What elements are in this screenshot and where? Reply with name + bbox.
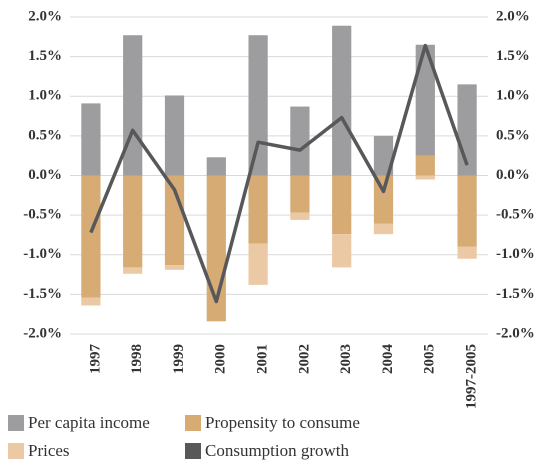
bar bbox=[415, 175, 435, 180]
x-tick-label: 2003 bbox=[338, 344, 354, 374]
x-tick-label: 1997-2005 bbox=[464, 344, 480, 409]
bar bbox=[415, 44, 435, 156]
x-tick-label: 2005 bbox=[422, 344, 438, 374]
x-tick-label: 1997 bbox=[87, 344, 103, 375]
legend-swatch bbox=[8, 443, 24, 459]
bar bbox=[206, 157, 226, 176]
y-tick-label: 0.0% bbox=[28, 167, 62, 183]
y2-tick-label: 1.0% bbox=[496, 88, 530, 104]
bar bbox=[123, 35, 143, 176]
bar bbox=[290, 175, 310, 213]
y2-tick-label: 2.0% bbox=[496, 8, 530, 24]
bar bbox=[248, 175, 268, 244]
bar bbox=[373, 175, 394, 224]
bar bbox=[332, 175, 352, 235]
bar bbox=[81, 103, 101, 176]
x-tick-label: 2004 bbox=[380, 344, 396, 375]
y2-tick-label: -2.0% bbox=[496, 325, 535, 341]
bar bbox=[164, 265, 185, 270]
bar bbox=[81, 297, 101, 306]
y-tick-label: 2.0% bbox=[28, 8, 62, 24]
legend-swatch bbox=[185, 415, 201, 431]
bar bbox=[164, 95, 185, 176]
y2-tick-label: -1.5% bbox=[496, 286, 535, 302]
y-tick-label: 1.5% bbox=[28, 48, 62, 64]
bar bbox=[290, 212, 310, 220]
bar bbox=[415, 155, 435, 176]
y-tick-label: 1.0% bbox=[28, 88, 62, 104]
legend-swatch bbox=[185, 443, 201, 459]
y2-tick-label: 1.5% bbox=[496, 48, 530, 64]
x-tick-label: 2002 bbox=[296, 344, 312, 374]
bar bbox=[123, 175, 143, 268]
y-tick-label: -2.0% bbox=[23, 325, 62, 341]
legend-swatch bbox=[8, 415, 24, 431]
bar bbox=[248, 243, 268, 285]
y-tick-label: -1.5% bbox=[23, 286, 62, 302]
line bbox=[89, 43, 469, 304]
legend-label: Per capita income bbox=[28, 413, 150, 432]
bar bbox=[373, 135, 394, 176]
y2-tick-label: 0.5% bbox=[496, 127, 530, 143]
bar bbox=[332, 25, 352, 176]
x-tick-label: 2001 bbox=[255, 344, 271, 374]
y-tick-label: -1.0% bbox=[23, 246, 62, 262]
y-tick-label: -0.5% bbox=[23, 207, 62, 223]
legend-label: Prices bbox=[28, 441, 70, 460]
y2-tick-label: 0.0% bbox=[496, 167, 530, 183]
bar bbox=[457, 246, 477, 259]
legend-label: Propensity to consume bbox=[205, 413, 360, 432]
bar bbox=[457, 175, 477, 247]
x-tick-label: 2000 bbox=[213, 344, 229, 374]
legend-label: Consumption growth bbox=[205, 441, 350, 460]
bar bbox=[373, 223, 394, 235]
y-tick-label: 0.5% bbox=[28, 127, 62, 143]
y2-tick-label: -1.0% bbox=[496, 246, 535, 262]
bar bbox=[248, 35, 268, 176]
x-tick-label: 1999 bbox=[171, 344, 187, 374]
x-tick-label: 1998 bbox=[129, 344, 145, 374]
bar bbox=[123, 267, 143, 274]
bar bbox=[290, 106, 310, 176]
bar bbox=[81, 175, 101, 298]
y2-tick-label: -0.5% bbox=[496, 207, 535, 223]
bar bbox=[332, 234, 352, 268]
